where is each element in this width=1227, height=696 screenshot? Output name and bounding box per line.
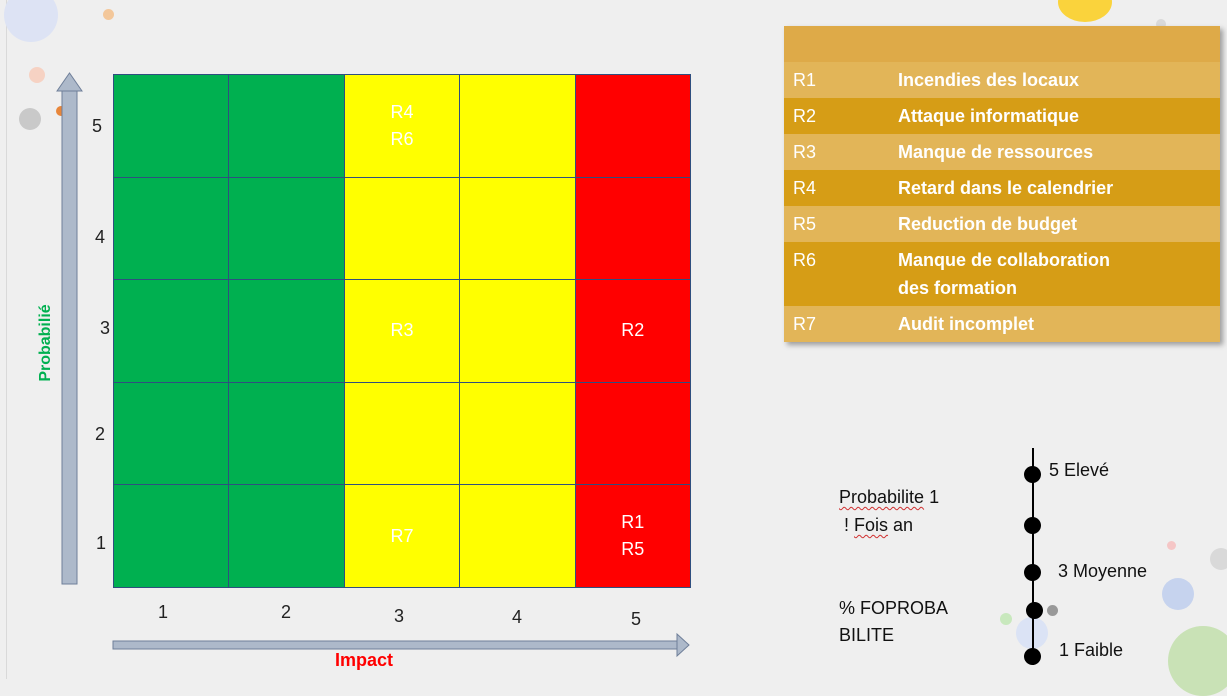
decor-circle bbox=[1058, 0, 1112, 22]
y-tick-label: 5 bbox=[92, 116, 103, 136]
risk-name: Incendies des locaux bbox=[898, 70, 1080, 90]
legend-row: R1 Incendies des locaux bbox=[784, 62, 1220, 98]
risk-legend-table: R1 Incendies des locaux R2 Attaque infor… bbox=[784, 26, 1220, 342]
scale-label-high: 5 Elevé bbox=[1049, 460, 1110, 480]
matrix-cell bbox=[113, 74, 230, 178]
matrix-cell bbox=[113, 484, 230, 588]
risk-code: R1 bbox=[793, 70, 817, 90]
matrix-cell bbox=[459, 74, 576, 178]
matrix-cell bbox=[228, 176, 345, 281]
x-tick-label: 4 bbox=[511, 607, 522, 627]
legend-row: R7 Audit incomplet bbox=[784, 306, 1220, 342]
scale-label-low: 1 Faible bbox=[1059, 640, 1124, 660]
legend-row: R6 Manque de collaboration des formation bbox=[784, 242, 1220, 306]
matrix-cell bbox=[113, 381, 230, 486]
x-tick-label: 1 bbox=[157, 602, 168, 622]
y-axis-arrow bbox=[56, 72, 83, 585]
note-word: Probabilite bbox=[839, 487, 925, 507]
decor-circle bbox=[29, 67, 45, 83]
scale-point bbox=[1024, 648, 1041, 665]
risk-code: R4 bbox=[793, 178, 817, 198]
y-tick-label: 2 bbox=[95, 424, 106, 444]
matrix-cell bbox=[228, 381, 345, 486]
x-axis-arrow bbox=[112, 632, 690, 658]
matrix-cell: R4 R6 bbox=[343, 74, 461, 178]
axis-arrows bbox=[56, 72, 690, 658]
matrix-cell bbox=[459, 381, 576, 486]
x-tick-label: 5 bbox=[630, 609, 641, 629]
note-text: an bbox=[888, 515, 914, 535]
scale-point bbox=[1024, 564, 1041, 581]
risk-name: Audit incomplet bbox=[898, 314, 1034, 334]
x-axis-title: Impact bbox=[335, 650, 394, 670]
y-tick-label: 1 bbox=[96, 533, 107, 553]
risk-name: Attaque informatique bbox=[898, 106, 1080, 126]
y-axis-title: Probabilié bbox=[37, 304, 54, 382]
page-edge bbox=[6, 0, 7, 679]
risk-marker: R4 R6 bbox=[390, 101, 414, 149]
matrix-cell bbox=[459, 176, 576, 281]
matrix-cell bbox=[228, 484, 345, 588]
matrix-cell: R2 bbox=[574, 279, 691, 383]
decor-circle bbox=[1162, 578, 1194, 610]
scale-label-mid: 3 Moyenne bbox=[1058, 561, 1148, 581]
risk-marker: R1 R5 bbox=[621, 512, 645, 560]
matrix-cell bbox=[574, 176, 691, 281]
matrix-cell: R1 R5 bbox=[574, 484, 691, 588]
y-tick-label: 4 bbox=[95, 227, 106, 247]
y-tick-label: 3 bbox=[100, 318, 111, 338]
risk-name: Manque de ressources bbox=[898, 142, 1094, 162]
matrix-cell bbox=[228, 279, 345, 383]
decor-circle bbox=[4, 0, 58, 42]
decor-circle bbox=[56, 106, 66, 116]
matrix-cell bbox=[574, 74, 691, 178]
risk-matrix: R4 R6 R3 R2 R7 R1 R5 bbox=[113, 74, 691, 588]
legend-row: R5 Reduction de budget bbox=[784, 206, 1220, 242]
scale-point bbox=[1024, 517, 1041, 534]
matrix-cell bbox=[459, 279, 576, 383]
matrix-cell bbox=[228, 74, 345, 178]
scale-point bbox=[1026, 602, 1043, 619]
legend-row: R3 Manque de ressources bbox=[784, 134, 1220, 170]
x-tick-label: 2 bbox=[280, 602, 291, 622]
legend-row: R2 Attaque informatique bbox=[784, 98, 1220, 134]
legend-row: R4 Retard dans le calendrier bbox=[784, 170, 1220, 206]
note-word: Fois bbox=[854, 515, 889, 535]
note-text: 1 bbox=[924, 487, 940, 507]
matrix-cell bbox=[113, 176, 230, 281]
decor-circle bbox=[1167, 541, 1176, 550]
risk-name: Reduction de budget bbox=[898, 214, 1077, 234]
matrix-cell bbox=[459, 484, 576, 588]
matrix-cell bbox=[343, 381, 461, 486]
matrix-cell bbox=[574, 381, 691, 486]
frequency-note: ! Fois an bbox=[839, 485, 913, 539]
scale-point bbox=[1024, 466, 1041, 483]
matrix-cell: R7 bbox=[343, 484, 461, 588]
risk-code: R3 bbox=[793, 142, 817, 162]
risk-marker: R7 bbox=[390, 525, 414, 546]
risk-name: Retard dans le calendrier bbox=[898, 178, 1114, 198]
decor-circle bbox=[19, 108, 41, 130]
risk-code: R5 bbox=[793, 214, 817, 234]
decor-circle bbox=[1047, 605, 1058, 616]
decor-circle bbox=[1156, 19, 1166, 29]
risk-code: R2 bbox=[793, 106, 817, 126]
probability-scale-line bbox=[1032, 448, 1034, 665]
decor-circle bbox=[1210, 548, 1227, 570]
risk-marker: R3 bbox=[390, 320, 414, 341]
note-text: ! bbox=[839, 515, 855, 535]
x-tick-label: 3 bbox=[393, 606, 404, 626]
risk-code: R7 bbox=[793, 314, 817, 334]
risk-code: R6 bbox=[793, 250, 817, 270]
probability-note: Probabilite 1 bbox=[839, 457, 939, 511]
decor-circle bbox=[1000, 613, 1012, 625]
risk-name: Manque de collaboration des formation bbox=[898, 250, 1111, 298]
matrix-cell bbox=[113, 279, 230, 383]
decor-circle bbox=[103, 9, 114, 20]
percentage-note: % FOPROBA BILITE bbox=[839, 598, 949, 645]
legend-header bbox=[784, 26, 1220, 62]
matrix-cell: R3 bbox=[343, 279, 461, 383]
matrix-cell bbox=[343, 176, 461, 281]
risk-marker: R2 bbox=[621, 320, 645, 341]
